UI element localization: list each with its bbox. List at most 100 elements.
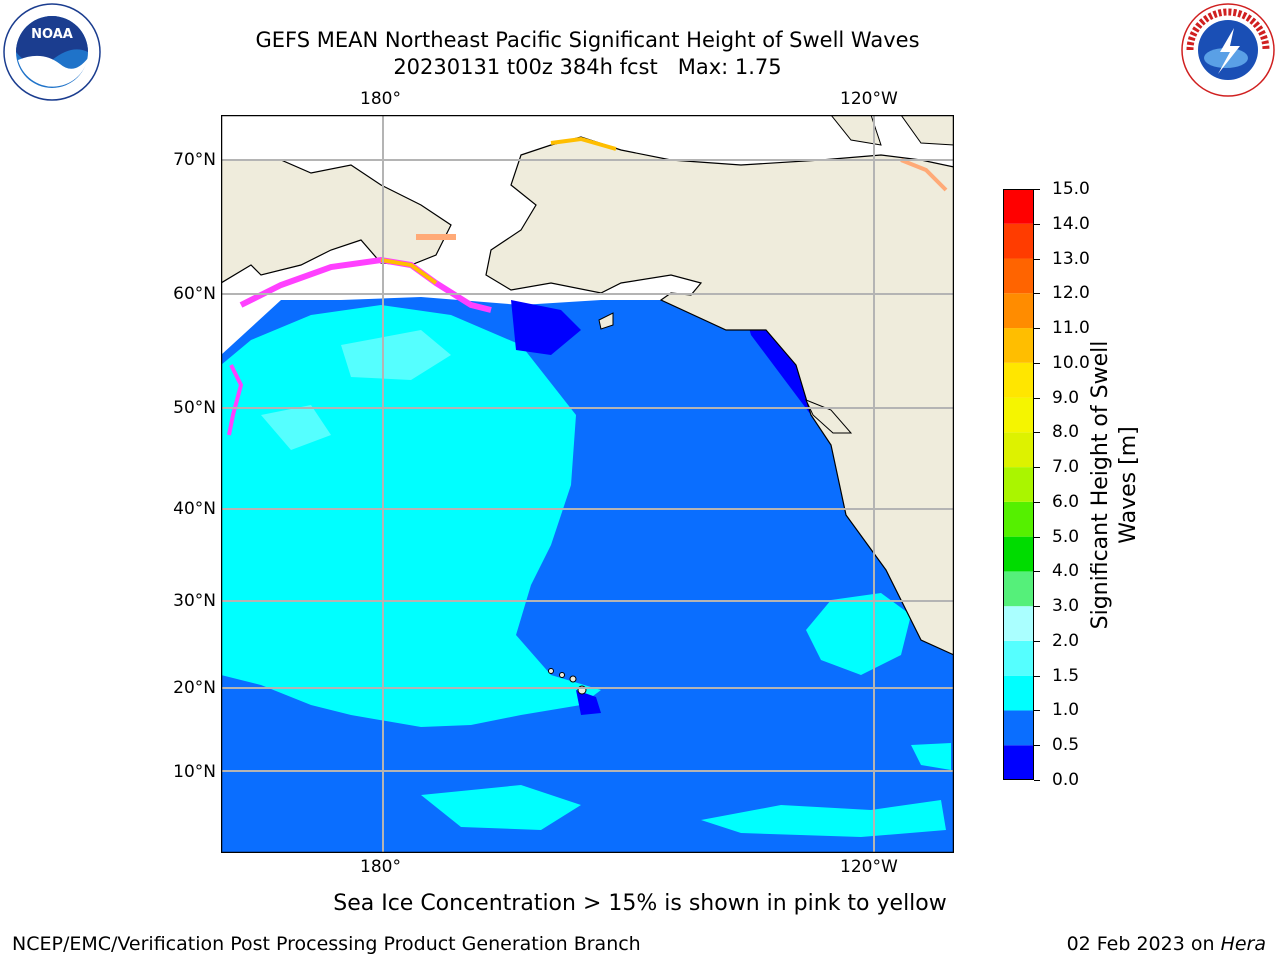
colorbar-tick-label: 10.0	[1052, 352, 1090, 373]
swell-1.0-1.5-east	[806, 593, 911, 675]
colorbar-tick-label: 1.5	[1052, 665, 1080, 686]
swell-1.5-2.0-patch2	[261, 405, 331, 450]
footer-right: 02 Feb 2023 on Hera	[1067, 933, 1266, 955]
lat-label-10n: 10°N	[173, 762, 216, 782]
lat-label-70n: 70°N	[173, 150, 216, 170]
swell-low-hawaii	[576, 690, 601, 715]
colorbar-segment-11	[1003, 362, 1034, 398]
footer-left: NCEP/EMC/Verification Post Processing Pr…	[12, 933, 641, 955]
colorbar-tick-mark	[1034, 467, 1040, 469]
lon-label-top-180: 180°	[360, 89, 401, 109]
colorbar-segment-0	[1003, 745, 1034, 780]
colorbar-tick-mark	[1034, 536, 1040, 538]
colorbar-tick-label: 9.0	[1052, 387, 1080, 408]
noaa-logo-icon: NOAA	[2, 2, 102, 102]
colorbar-tick-mark	[1034, 258, 1040, 260]
colorbar-tick-label: 2.0	[1052, 630, 1080, 651]
sea-ice-okhotsk	[227, 364, 244, 436]
land-kauai	[548, 668, 554, 674]
land-island1	[830, 115, 882, 146]
colorbar-tick-mark	[1034, 606, 1040, 608]
lat-label-50n: 50°N	[173, 398, 216, 418]
land-kodiak	[598, 312, 614, 330]
noaa-logo-text: NOAA	[31, 27, 73, 42]
colorbar	[1003, 189, 1034, 780]
colorbar-tick-mark	[1034, 189, 1040, 190]
colorbar-tick-label: 3.0	[1052, 596, 1080, 617]
lat-label-20n: 20°N	[173, 678, 216, 698]
chart-subtitle: 20230131 t00z 384h fcst Max: 1.75	[393, 55, 782, 79]
colorbar-segment-4	[1003, 606, 1034, 641]
colorbar-tick-label: 7.0	[1052, 457, 1080, 478]
colorbar-tick-mark	[1034, 397, 1040, 399]
colorbar-tick-label: 8.0	[1052, 422, 1080, 443]
colorbar-segment-8	[1003, 467, 1034, 502]
map-panel[interactable]	[221, 115, 954, 853]
colorbar-tick-label: 5.0	[1052, 526, 1080, 547]
swell-south-band3	[911, 743, 951, 770]
chart-title: GEFS MEAN Northeast Pacific Significant …	[255, 28, 920, 52]
colorbar-tick-mark	[1034, 223, 1040, 225]
colorbar-segment-6	[1003, 536, 1034, 572]
colorbar-segment-2	[1003, 675, 1034, 711]
colorbar-tick-mark	[1034, 780, 1040, 781]
colorbar-segment-12	[1003, 328, 1034, 363]
colorbar-segment-14	[1003, 258, 1034, 294]
colorbar-segment-16	[1003, 189, 1034, 224]
lon-label-bottom-120w: 120°W	[840, 857, 898, 877]
colorbar-segment-13	[1003, 293, 1034, 329]
colorbar-tick-label: 6.0	[1052, 491, 1080, 512]
sea-ice-arctic	[550, 136, 617, 151]
colorbar-tick-mark	[1034, 328, 1040, 330]
colorbar-tick-mark	[1034, 675, 1040, 677]
colorbar-segment-5	[1003, 571, 1034, 607]
land-oahu	[559, 672, 565, 678]
swell-1.0-1.5-west	[221, 305, 601, 727]
colorbar-tick-mark	[1034, 710, 1040, 712]
colorbar-tick-mark	[1034, 745, 1040, 747]
colorbar-segment-1	[1003, 710, 1034, 746]
colorbar-tick-label: 4.0	[1052, 561, 1080, 582]
colorbar-tick-mark	[1034, 362, 1040, 364]
lat-label-40n: 40°N	[173, 499, 216, 519]
swell-1.5-2.0-patch	[341, 330, 451, 380]
lat-label-60n: 60°N	[173, 284, 216, 304]
land-maui	[569, 675, 577, 683]
nws-logo-icon	[1180, 2, 1276, 98]
colorbar-tick-label: 1.0	[1052, 700, 1080, 721]
colorbar-tick-label: 14.0	[1052, 213, 1090, 234]
colorbar-tick-label: 15.0	[1052, 179, 1090, 199]
colorbar-tick-mark	[1034, 571, 1040, 573]
colorbar-tick-label: 13.0	[1052, 248, 1090, 269]
colorbar-segment-3	[1003, 640, 1034, 676]
sea-ice-arctic-east	[900, 158, 948, 192]
colorbar-tick-label: 11.0	[1052, 318, 1090, 339]
colorbar-tick-mark	[1034, 432, 1040, 434]
colorbar-frame	[1003, 189, 1034, 780]
swell-south-band2	[701, 800, 946, 837]
colorbar-tick-mark	[1034, 501, 1040, 503]
swell-low-bristol	[511, 300, 581, 355]
colorbar-tick-label: 0.5	[1052, 735, 1080, 756]
swell-south-band1	[421, 785, 581, 830]
colorbar-segment-7	[1003, 501, 1034, 537]
land-island2	[900, 115, 954, 146]
colorbar-tick-label: 0.0	[1052, 770, 1080, 790]
colorbar-segment-15	[1003, 223, 1034, 259]
colorbar-segment-9	[1003, 432, 1034, 468]
footer-date: 02 Feb 2023 on	[1066, 933, 1221, 955]
footer-machine: Hera	[1220, 933, 1266, 955]
colorbar-tick-label: 12.0	[1052, 283, 1090, 304]
colorbar-label: Significant Height of Swell Waves [m]	[1088, 340, 1141, 630]
map-gridlines	[221, 115, 954, 853]
sea-ice-note: Sea Ice Concentration > 15% is shown in …	[333, 891, 947, 916]
land-north-america	[485, 136, 954, 656]
colorbar-tick-mark	[1034, 293, 1040, 295]
colorbar-tick-mark	[1034, 640, 1040, 642]
map-frame	[221, 115, 954, 853]
lon-label-bottom-180: 180°	[360, 857, 401, 877]
colorbar-segment-10	[1003, 397, 1034, 433]
lon-label-top-120w: 120°W	[840, 89, 898, 109]
lat-label-30n: 30°N	[173, 591, 216, 611]
sea-ice-bering-high	[380, 258, 438, 285]
